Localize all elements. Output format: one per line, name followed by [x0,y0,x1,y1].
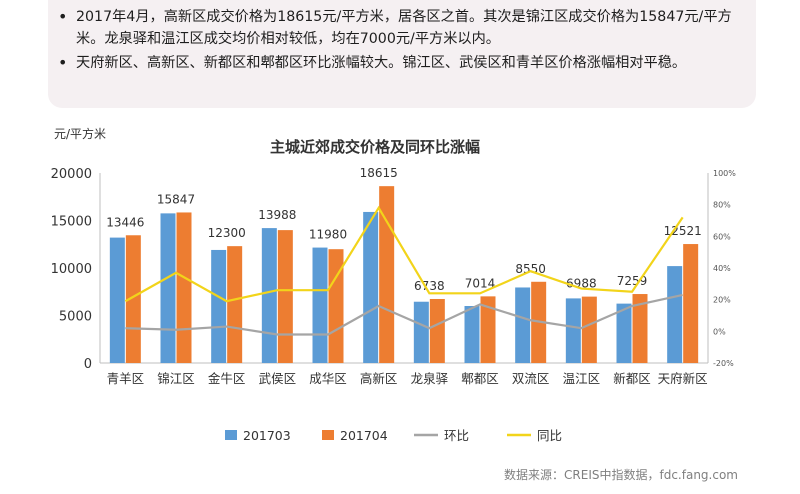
y-tick-label: 15000 [51,215,92,230]
y-tick-label: 5000 [59,310,92,325]
bar-201703 [363,211,379,363]
y2-tick-label: 0% [713,327,726,336]
data-label: 18615 [360,166,398,180]
note-bullet-2: 天府新区、高新区、新都区和郫都区环比涨幅较大。锦江区、武侯区和青羊区价格涨幅相对… [58,52,746,74]
bar-201703 [160,213,176,363]
x-tick-label: 青羊区 [107,371,145,386]
bar-201703 [109,237,125,363]
bar-201704 [429,298,445,363]
y2-tick-label: 40% [713,264,731,273]
x-tick-label: 双流区 [512,371,550,386]
bar-201704 [176,212,192,363]
legend-label: 同比 [537,428,562,443]
bar-201704 [632,294,648,363]
y2-tick-label: 100% [713,169,736,178]
bar-201703 [413,301,429,363]
bar-201703 [515,287,531,363]
y2-tick-label: -20% [713,359,734,368]
bar-201703 [616,303,632,363]
chart-title: 主城近郊成交价格及同环比涨幅 [270,138,480,156]
data-label: 8550 [515,262,546,276]
bar-201704 [277,230,293,363]
data-label: 12521 [664,224,702,238]
line-同比 [124,205,684,303]
legend-label: 环比 [444,428,469,443]
bar-201704 [480,296,496,363]
x-tick-label: 天府新区 [658,371,708,386]
bar-201704 [227,246,243,363]
y-tick-label: 20000 [51,167,92,182]
x-tick-label: 温江区 [563,371,601,386]
bar-201703 [312,247,328,363]
bar-201703 [565,298,581,363]
data-source: 数据来源：CREIS中指数据，fdc.fang.com [504,468,738,482]
price-change-chart: 主城近郊成交价格及同环比涨幅 元/平方米 0 5000 10000 15000 20000 -… [51,126,737,443]
data-label: 6738 [414,279,445,293]
x-tick-label: 郫都区 [461,371,499,386]
bar-201703 [464,306,480,363]
x-tick-label: 成华区 [309,371,347,386]
legend-swatch-201703 [225,430,237,440]
bar-201703 [211,249,227,363]
line-环比 [125,293,683,336]
legend-label: 201703 [243,428,291,443]
bullet-notes: 2017年4月，高新区成交价格为18615元/平方米，居各区之首。其次是锦江区成… [48,0,756,108]
data-label: 12300 [208,226,246,240]
bar-201704 [683,244,699,363]
bar-201704 [125,235,141,363]
x-tick-label: 锦江区 [157,371,195,386]
y2-tick-label: 60% [713,232,731,241]
y2-tick-label: 80% [713,201,731,210]
note-bullet-1: 2017年4月，高新区成交价格为18615元/平方米，居各区之首。其次是锦江区成… [58,6,746,50]
bar-201703 [261,228,277,363]
data-label: 11980 [309,228,347,242]
y-axis-label: 元/平方米 [54,126,106,141]
y-tick-label: 0 [84,357,92,372]
bar-201704 [379,186,395,363]
legend-label: 201704 [340,428,388,443]
x-tick-label: 武侯区 [259,371,297,386]
y2-tick-label: 20% [713,296,731,305]
data-label: 15847 [157,192,195,206]
data-label: 13446 [106,215,144,229]
x-tick-label: 新都区 [613,371,651,386]
data-label: 7014 [465,276,496,290]
x-tick-label: 龙泉驿 [411,371,449,386]
bar-201703 [667,266,683,363]
x-tick-label: 金牛区 [208,371,246,386]
legend-swatch-201704 [322,430,334,440]
data-label: 7259 [617,274,648,288]
x-tick-label: 高新区 [360,371,398,386]
bar-201704 [581,296,597,363]
bar-201704 [328,249,344,363]
y-tick-label: 10000 [51,262,92,277]
data-label: 13988 [258,208,296,222]
